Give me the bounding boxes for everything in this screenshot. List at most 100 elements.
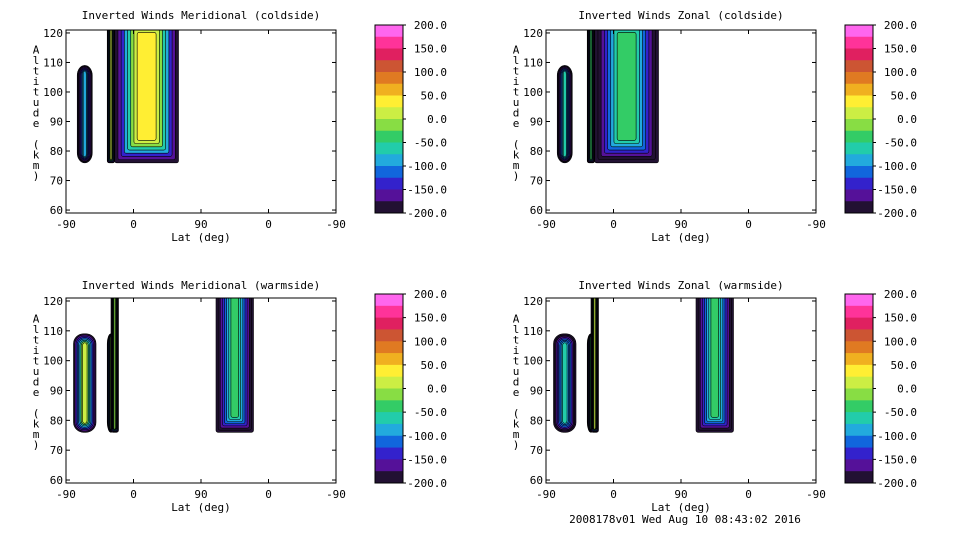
y-axis-label-char: m <box>33 159 40 172</box>
y-axis-label-char: u <box>33 96 40 109</box>
y-axis-label-char: i <box>513 75 520 88</box>
colorbar-label: 150.0 <box>414 43 447 56</box>
y-axis-label-char: ) <box>33 169 40 182</box>
colorbar-swatch <box>375 201 403 214</box>
colorbar-swatch <box>375 353 403 366</box>
colorbar-label: 200.0 <box>884 19 917 32</box>
contour-band <box>589 30 593 161</box>
colorbar-swatch <box>375 166 403 179</box>
colorbar: 200.0 150.0 100.0 50.0 0.0 -50.0 -100.0 -150.0 -… <box>374 288 448 490</box>
colorbar-swatch <box>375 294 403 307</box>
colorbar-label: 0.0 <box>427 113 447 126</box>
x-tick-label: 0 <box>745 488 752 501</box>
colorbar-label: 50.0 <box>891 359 918 372</box>
colorbar-swatch <box>375 329 403 342</box>
chart-panel-3: 60 70 80 90 100 110 120 -90 0 90 0 -90 Inverted Wind… <box>33 279 448 514</box>
y-axis-label-char: e <box>513 386 520 399</box>
colorbar: 200.0 150.0 100.0 50.0 0.0 -50.0 -100.0 -150.0 -… <box>844 288 918 490</box>
x-tick-label: 0 <box>130 488 137 501</box>
colorbar-swatch <box>845 341 873 354</box>
colorbar-swatch <box>375 423 403 437</box>
y-tick-label: 90 <box>50 116 63 129</box>
chart-title: Inverted Winds Zonal (coldside) <box>578 9 783 22</box>
colorbar-swatch <box>845 95 873 108</box>
colorbar-label: 200.0 <box>884 288 917 301</box>
y-axis-label-char: u <box>33 365 40 378</box>
colorbar-label: -150.0 <box>877 184 917 197</box>
chart-panel-4: 60 70 80 90 100 110 120 -90 0 90 0 -90 Inverted Wind… <box>513 279 918 514</box>
x-tick-label: 0 <box>745 218 752 231</box>
y-tick-label: 110 <box>43 56 63 69</box>
x-tick-label: 0 <box>130 218 137 231</box>
y-tick-label: 100 <box>43 355 63 368</box>
contour-field <box>556 30 659 164</box>
contour-region-3 <box>114 30 179 164</box>
colorbar-swatch <box>845 471 873 484</box>
x-tick-label: 90 <box>674 218 687 231</box>
x-axis-label: Lat (deg) <box>651 231 711 244</box>
y-axis-label-char: l <box>513 323 520 336</box>
y-axis-label-char: k <box>33 148 40 161</box>
x-axis-label: Lat (deg) <box>171 501 231 514</box>
colorbar-swatch <box>845 459 873 472</box>
colorbar-swatch <box>845 83 873 96</box>
contour-band <box>136 32 157 141</box>
contour-region-1 <box>73 333 97 433</box>
colorbar-label: 200.0 <box>414 19 447 32</box>
colorbar-swatch <box>375 305 403 319</box>
y-tick-label: 70 <box>50 444 63 457</box>
colorbar-label: -200.0 <box>877 477 917 490</box>
y-axis-label-char: t <box>513 64 520 77</box>
x-tick-label: 0 <box>265 488 272 501</box>
x-tick-label: -90 <box>806 488 826 501</box>
colorbar-swatch <box>845 294 873 307</box>
y-axis-label-char: t <box>33 354 40 367</box>
colorbar-label: 50.0 <box>421 359 448 372</box>
colorbar: 200.0 150.0 100.0 50.0 0.0 -50.0 -100.0 -150.0 -… <box>844 19 917 220</box>
colorbar-swatch <box>375 83 403 96</box>
colorbar-swatch <box>845 353 873 366</box>
y-tick-label: 60 <box>530 204 543 217</box>
colorbar-swatch <box>845 189 873 202</box>
contour-region-3 <box>594 30 659 164</box>
x-tick-label: -90 <box>536 218 556 231</box>
plot-frame <box>545 29 817 214</box>
y-tick-label: 70 <box>50 175 63 188</box>
y-tick-label: 110 <box>523 56 543 69</box>
colorbar-swatch <box>375 317 403 330</box>
y-axis-label-char: ) <box>33 438 40 451</box>
contour-field <box>76 30 179 164</box>
colorbar-swatch <box>375 130 403 143</box>
y-tick-label: 120 <box>523 27 543 40</box>
chart-title: Inverted Winds Meridional (coldside) <box>82 9 320 22</box>
colorbar-label: 150.0 <box>414 312 447 325</box>
colorbar-label: 100.0 <box>884 335 917 348</box>
contour-region-3 <box>590 298 599 433</box>
colorbar-swatch <box>375 72 403 85</box>
colorbar-swatch <box>845 412 873 425</box>
colorbar-swatch <box>845 423 873 437</box>
colorbar-swatch <box>845 305 873 319</box>
y-tick-label: 60 <box>50 474 63 487</box>
colorbar-swatch <box>375 447 403 460</box>
contour-band <box>616 32 637 141</box>
colorbar-swatch <box>845 107 873 120</box>
colorbar-swatch <box>845 25 873 38</box>
contour-band <box>230 298 239 418</box>
y-axis-label-char: t <box>33 85 40 98</box>
colorbar-label: -50.0 <box>414 137 447 150</box>
footer-timestamp: 2008178v01 Wed Aug 10 08:43:02 2016 <box>569 513 801 526</box>
colorbar-swatch <box>375 364 403 378</box>
colorbar-swatch <box>845 376 873 389</box>
chart-panel-1: 60 70 80 90 100 110 120 -90 0 90 0 -90 Inverted Wind… <box>33 9 447 244</box>
x-tick-label: -90 <box>56 488 76 501</box>
colorbar-label: -50.0 <box>414 406 447 419</box>
colorbar-label: 50.0 <box>421 90 448 103</box>
y-axis-label-char: ( <box>33 138 40 151</box>
colorbar-swatch <box>845 364 873 378</box>
y-axis-label-char: t <box>513 85 520 98</box>
colorbar-swatch <box>845 447 873 460</box>
